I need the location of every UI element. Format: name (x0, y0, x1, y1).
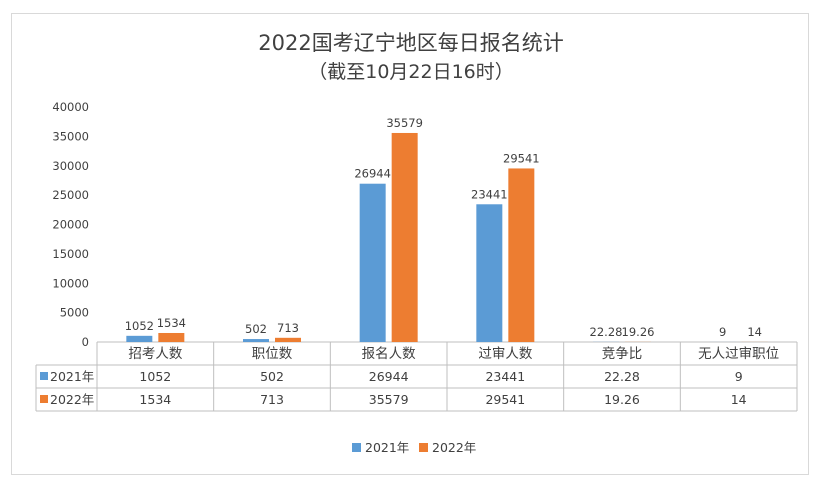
chart-subtitle: （截至10月22日16时） (308, 61, 514, 83)
y-tick-label: 35000 (52, 129, 89, 143)
y-tick-label: 25000 (52, 188, 89, 202)
bar (476, 204, 503, 342)
category-label: 竞争比 (602, 345, 643, 362)
bar (126, 335, 153, 342)
y-tick-label: 0 (82, 335, 89, 349)
data-label: 23441 (471, 187, 508, 201)
y-tick-label: 20000 (52, 218, 89, 232)
table-cell: 26944 (369, 369, 409, 384)
row-legend-key (40, 372, 48, 380)
data-label: 1052 (125, 319, 154, 333)
y-tick-label: 40000 (52, 100, 89, 114)
row-header-label: 2022年 (50, 392, 94, 407)
table-cell: 9 (735, 369, 743, 384)
bar (508, 168, 535, 342)
table-cell: 1052 (139, 369, 171, 384)
table-cell: 1534 (139, 392, 171, 407)
data-label: 26944 (354, 167, 391, 181)
y-tick-label: 10000 (52, 276, 89, 290)
bar (158, 332, 185, 342)
data-label: 502 (245, 322, 267, 336)
category-label: 招考人数 (128, 346, 182, 362)
legend-swatch (352, 443, 361, 452)
data-label: 9 (719, 325, 726, 339)
table-cell: 19.26 (604, 392, 640, 407)
data-label: 29541 (503, 151, 540, 165)
table-cell: 35579 (369, 392, 409, 407)
bar (391, 132, 418, 342)
row-legend-key (40, 395, 48, 403)
y-tick-label: 15000 (52, 247, 89, 261)
category-label: 过审人数 (478, 346, 532, 362)
data-label: 14 (747, 325, 762, 339)
table-cell: 502 (260, 369, 284, 384)
y-tick-label: 5000 (60, 306, 89, 320)
data-label: 35579 (386, 116, 423, 130)
legend-label: 2021年 (365, 440, 409, 455)
table-cell: 22.28 (604, 369, 640, 384)
bar (359, 183, 386, 342)
data-label: 1534 (157, 316, 186, 330)
category-label: 职位数 (252, 346, 293, 362)
bar (275, 337, 301, 342)
legend-label: 2022年 (432, 440, 476, 455)
data-label: 19.26 (622, 325, 655, 339)
category-label: 无人过审职位 (698, 346, 779, 362)
chart-title: 2022国考辽宁地区每日报名统计 (258, 31, 564, 55)
data-label: 713 (277, 321, 299, 335)
data-label: 22.28 (590, 325, 623, 339)
bar (243, 339, 269, 342)
table-cell: 29541 (485, 392, 525, 407)
legend-swatch (419, 443, 428, 452)
category-label: 报名人数 (362, 346, 416, 362)
table-cell: 14 (731, 392, 747, 407)
table-cell: 23441 (485, 369, 525, 384)
y-tick-label: 30000 (52, 159, 89, 173)
row-header-label: 2021年 (50, 369, 94, 384)
table-cell: 713 (260, 392, 284, 407)
